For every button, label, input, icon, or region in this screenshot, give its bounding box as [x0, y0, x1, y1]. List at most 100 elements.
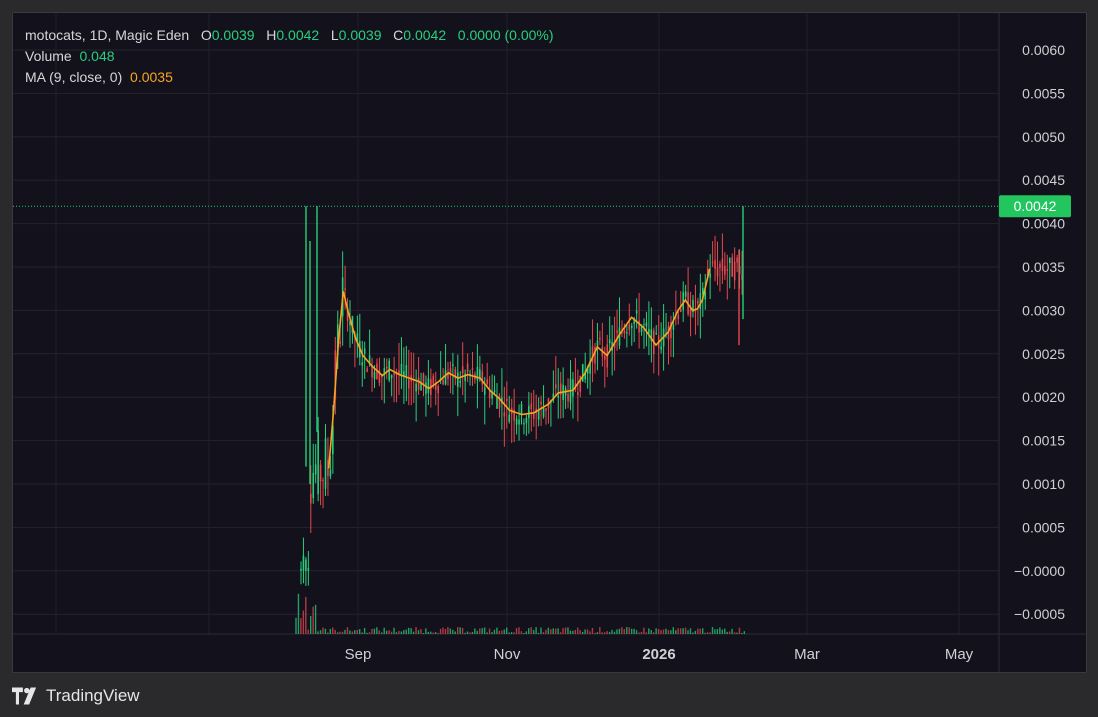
volume-bar — [692, 632, 694, 634]
volume-bar — [552, 628, 554, 634]
candle-body — [334, 350, 337, 400]
candle-body — [682, 292, 684, 310]
volume-bar — [422, 632, 425, 634]
candle-body — [447, 372, 449, 379]
candle-body — [417, 377, 420, 390]
volume-bar — [366, 632, 368, 634]
volume-bar — [498, 630, 501, 634]
candle-body — [618, 327, 621, 346]
volume-bar — [581, 631, 584, 634]
last-price-tag-label: 0.0042 — [1014, 198, 1057, 214]
candle-body — [679, 308, 682, 313]
candle-body — [709, 273, 711, 278]
volume-bar — [393, 627, 395, 634]
candle-body — [300, 568, 302, 571]
candle-body — [422, 373, 425, 385]
legend-ma-label: MA (9, close, 0) — [25, 69, 123, 85]
volume-bar — [694, 630, 697, 634]
volume-bar — [501, 630, 503, 634]
volume-bar — [457, 627, 459, 634]
candle-body — [532, 413, 535, 419]
candle-body — [506, 398, 508, 402]
price-chart[interactable]: 0.0060 0.0055 0.0050 0.0045 0.0040 0.0035 0.00… — [13, 13, 1086, 672]
volume-bar — [606, 631, 608, 634]
candle-body — [491, 391, 493, 399]
volume-bar — [515, 628, 518, 634]
volume-bar — [648, 628, 650, 634]
candle-body — [628, 324, 631, 331]
candle-body — [540, 401, 542, 404]
candle-body — [692, 300, 694, 312]
legend-low-label: L — [330, 27, 339, 43]
tradingview-logo-icon — [12, 687, 37, 705]
volume-bar — [550, 629, 552, 634]
volume-bar — [702, 628, 704, 634]
volume-bar — [621, 627, 623, 634]
volume-bar — [589, 631, 591, 634]
legend-open-label: O — [200, 27, 212, 43]
volume-bar — [540, 627, 542, 634]
candle-body — [324, 438, 327, 489]
volume-bar — [687, 630, 689, 634]
last-price-tag — [999, 195, 1071, 218]
volume-bar — [341, 631, 344, 634]
legend-volume-row[interactable]: Volume 0.048 — [25, 46, 554, 67]
volume-bar — [594, 632, 596, 634]
legend-volume-value: 0.048 — [79, 48, 115, 64]
legend-close-label: C — [393, 27, 404, 43]
volume-bar — [714, 629, 716, 634]
candle-body — [572, 379, 574, 397]
candle-body — [623, 330, 626, 334]
volume-bar — [439, 628, 442, 634]
candle-body — [317, 430, 319, 495]
x-tick-label: Mar — [794, 646, 820, 663]
candle-body — [381, 375, 383, 378]
candle-body — [616, 330, 618, 333]
candle-body — [518, 419, 520, 425]
volume-bar — [545, 629, 547, 634]
candle-body — [464, 373, 466, 382]
volume-bar — [322, 627, 324, 634]
volume-bar — [611, 629, 613, 634]
candle-body — [452, 364, 454, 366]
volume-bar — [327, 632, 329, 634]
volume-bar — [579, 630, 581, 634]
candle-body — [714, 260, 716, 269]
volume-bar — [613, 631, 616, 634]
candle-body — [596, 340, 599, 347]
candle-body — [684, 291, 687, 297]
tradingview-attribution[interactable]: TradingView — [12, 684, 140, 708]
candle-body — [660, 346, 662, 350]
volume-bar — [559, 632, 562, 634]
legend-symbol[interactable]: motocats, 1D, Magic Eden — [25, 27, 190, 43]
volume-bar — [667, 630, 670, 634]
candle-body — [741, 274, 743, 280]
candle-body — [366, 368, 368, 372]
candle-body — [613, 341, 616, 348]
candle-body — [322, 479, 324, 481]
volume-bar — [408, 627, 410, 634]
volume-bar — [427, 631, 429, 634]
legend-ma-row[interactable]: MA (9, close, 0) 0.0035 — [25, 67, 554, 88]
candle-body — [586, 368, 589, 374]
volume-bar — [697, 628, 699, 634]
candle-body — [645, 322, 648, 327]
volume-bar — [434, 632, 437, 634]
volume-bar — [332, 627, 334, 634]
volume-bar — [736, 632, 738, 634]
volume-bar — [518, 627, 520, 634]
volume-bar — [711, 627, 714, 634]
volume-bar — [586, 629, 589, 634]
volume-bar — [537, 632, 540, 634]
volume-bar — [459, 627, 461, 634]
candle-body — [339, 341, 341, 344]
chart-frame[interactable]: 0.0060 0.0055 0.0050 0.0045 0.0040 0.0035 0.00… — [12, 12, 1087, 673]
candle-body — [577, 392, 579, 396]
candle-body — [378, 369, 381, 383]
volume-bar — [635, 630, 638, 634]
volume-bar — [444, 628, 447, 634]
volume-bar — [415, 627, 417, 634]
candle-body — [581, 364, 584, 382]
legend-high-value: 0.0042 — [276, 27, 320, 43]
candle-body — [589, 360, 591, 374]
